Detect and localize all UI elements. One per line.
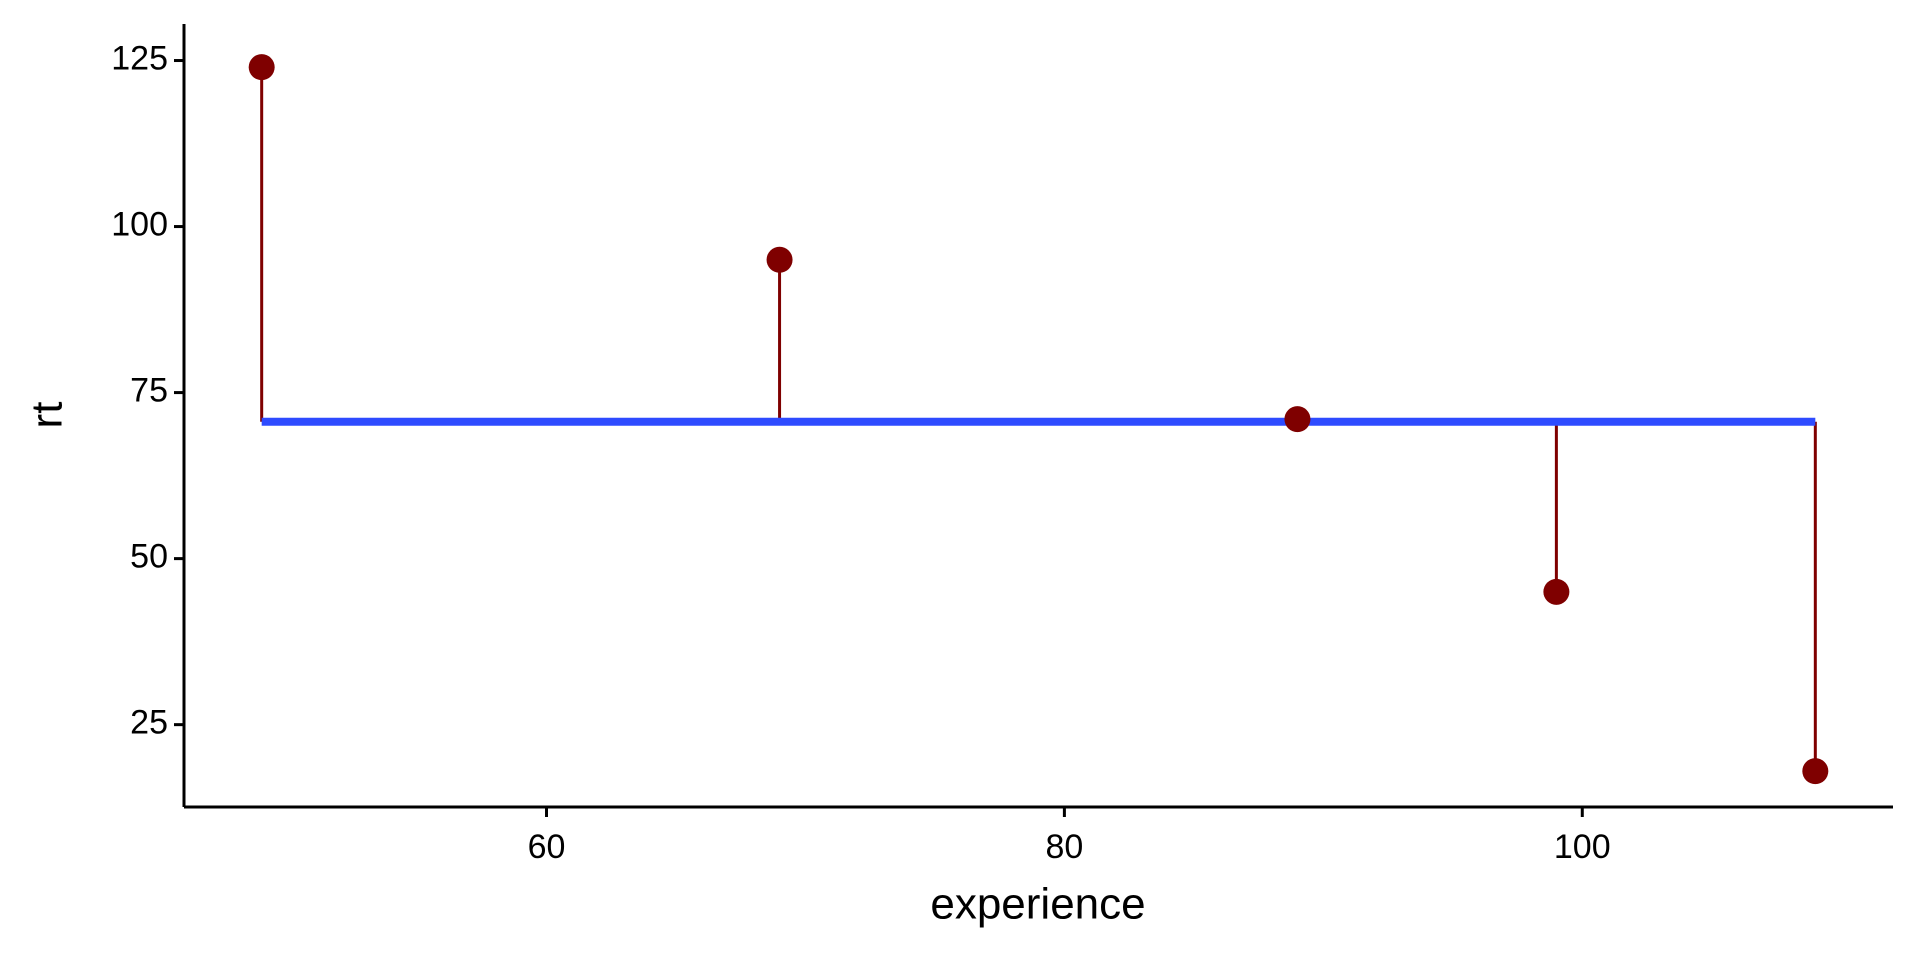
y-tick-label: 125 [111,40,168,78]
y-axis-title: rt [23,402,72,429]
point [1802,758,1829,785]
point [766,246,793,273]
y-tick-label: 100 [111,206,168,244]
point [1284,406,1311,433]
y-tick-label: 75 [130,372,168,410]
point [1543,578,1570,605]
y-tick-label: 50 [130,538,168,576]
point [248,54,275,81]
x-tick-label: 60 [528,828,566,866]
x-tick-label: 100 [1554,828,1611,866]
x-tick-label: 80 [1045,828,1083,866]
y-tick-label: 25 [130,704,168,742]
x-axis-title: experience [930,880,1145,929]
